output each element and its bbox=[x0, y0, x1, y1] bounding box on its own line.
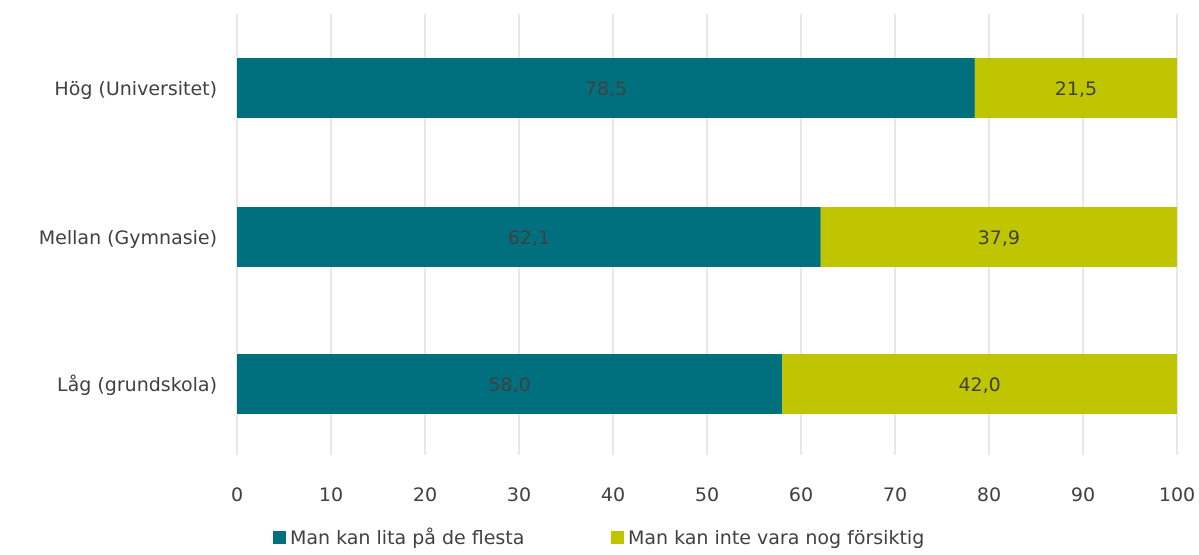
legend-swatch bbox=[611, 531, 624, 544]
x-tick-label: 60 bbox=[789, 484, 813, 506]
bar-segment bbox=[237, 58, 975, 118]
x-tick-label: 70 bbox=[883, 484, 907, 506]
x-tick-label: 40 bbox=[601, 484, 625, 506]
x-tick-label: 50 bbox=[695, 484, 719, 506]
data-label: 62,1 bbox=[508, 227, 550, 249]
x-tick-label: 80 bbox=[977, 484, 1001, 506]
legend-label: Man kan inte vara nog försiktig bbox=[628, 527, 924, 549]
category-label: Mellan (Gymnasie) bbox=[39, 227, 217, 249]
bar-segment bbox=[820, 207, 1177, 267]
x-tick-label: 20 bbox=[413, 484, 437, 506]
data-label: 78,5 bbox=[585, 78, 627, 100]
category-label: Låg (grundskola) bbox=[57, 373, 217, 396]
legend: Man kan lita på de flesta Man kan inte va… bbox=[273, 526, 924, 549]
data-label: 37,9 bbox=[978, 227, 1020, 249]
legend-label: Man kan lita på de flesta bbox=[290, 526, 524, 549]
bar-segment bbox=[782, 354, 1177, 414]
legend-swatch bbox=[273, 531, 286, 544]
data-label: 21,5 bbox=[1055, 78, 1097, 100]
x-tick-label: 0 bbox=[231, 484, 243, 506]
x-axis-tick-labels: 0 10 20 30 40 50 60 70 80 90 100 bbox=[231, 484, 1195, 506]
bar-segment bbox=[974, 58, 1177, 118]
data-label: 58,0 bbox=[488, 374, 530, 396]
x-tick-label: 100 bbox=[1159, 484, 1195, 506]
x-tick-label: 30 bbox=[507, 484, 531, 506]
category-labels: Hög (Universitet) Mellan (Gymnasie) Låg (g… bbox=[39, 78, 217, 396]
x-tick-label: 90 bbox=[1071, 484, 1095, 506]
data-labels: 78,5 21,5 62,1 37,9 58,0 42,0 bbox=[488, 78, 1097, 396]
data-label: 42,0 bbox=[958, 374, 1000, 396]
x-tick-label: 10 bbox=[319, 484, 343, 506]
category-label: Hög (Universitet) bbox=[54, 78, 217, 100]
bar-segment bbox=[237, 207, 821, 267]
bar-segment bbox=[237, 354, 783, 414]
bars bbox=[237, 58, 1177, 414]
